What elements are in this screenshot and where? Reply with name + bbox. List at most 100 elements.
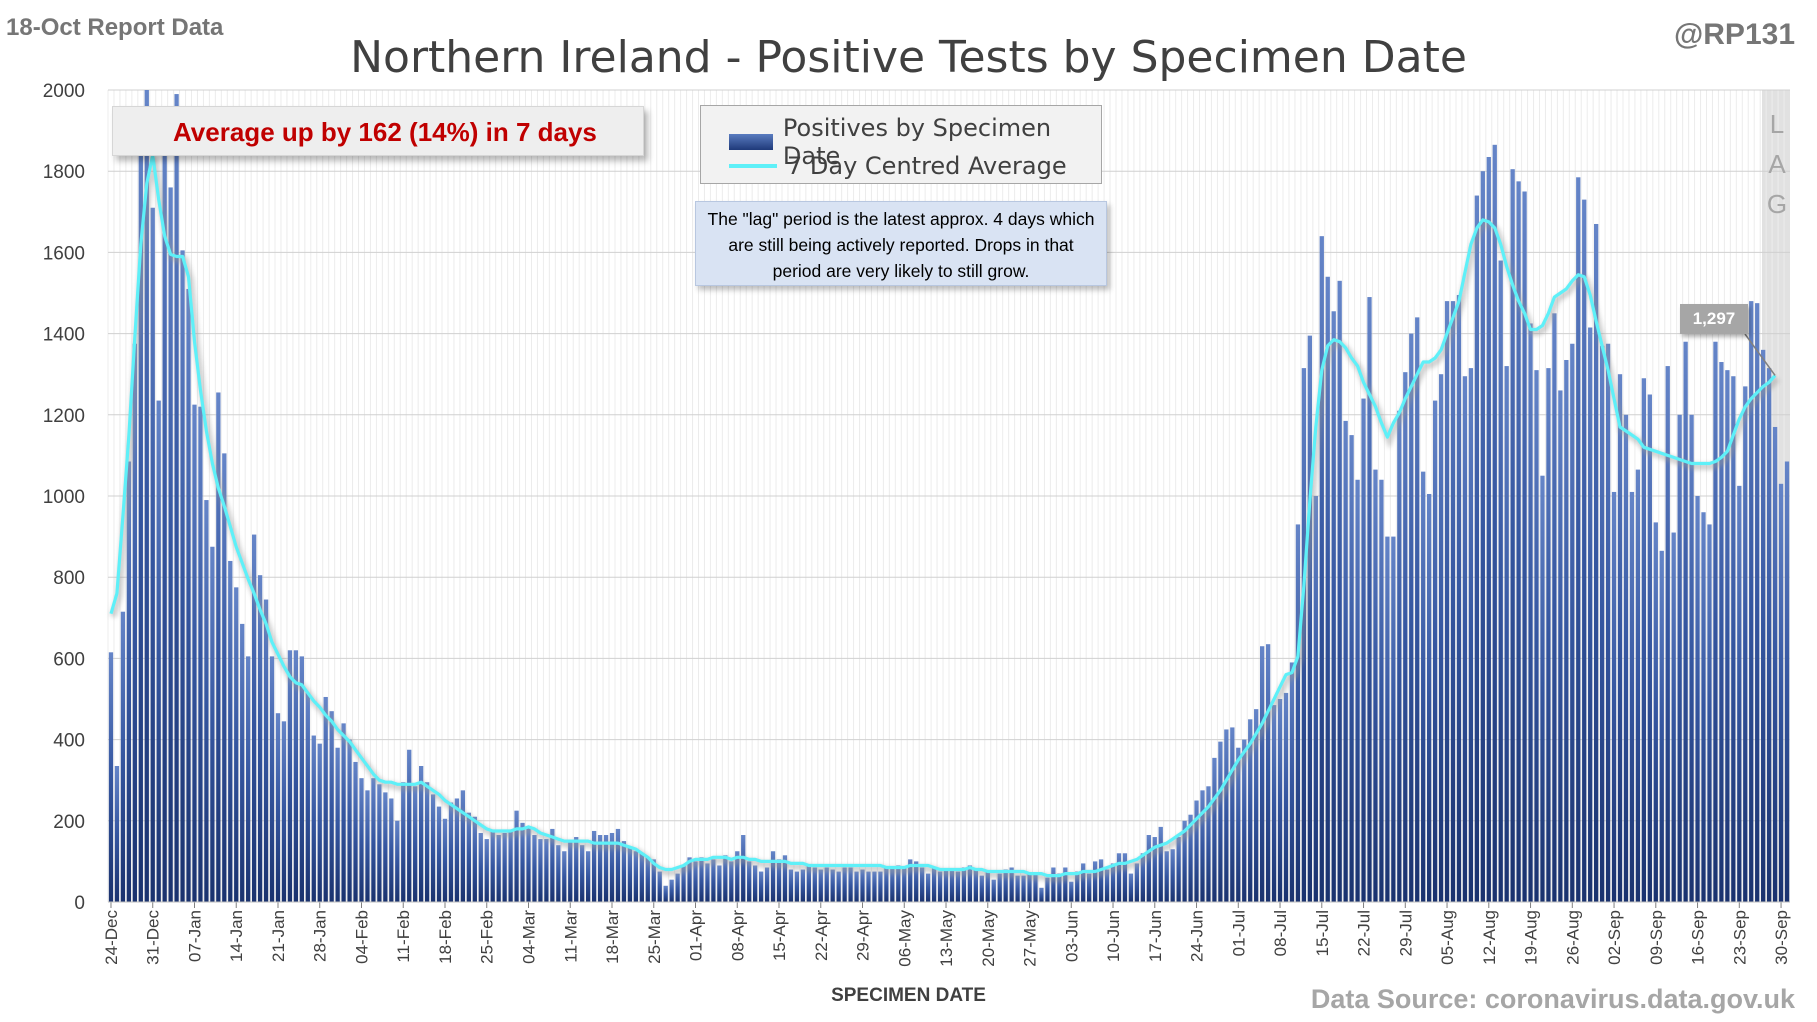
bar: [1254, 709, 1259, 902]
bar: [1283, 692, 1289, 902]
bar: [1683, 341, 1688, 903]
bar: [317, 743, 322, 902]
bar: [1218, 741, 1223, 902]
bar: [1397, 410, 1402, 902]
bar: [627, 847, 633, 902]
bar: [108, 652, 114, 902]
bar: [162, 126, 167, 903]
bar: [1570, 343, 1575, 902]
bar: [1128, 873, 1134, 902]
last-value-pointer: [1744, 333, 1776, 376]
lag-letter: L: [1769, 109, 1785, 139]
bar: [204, 500, 209, 902]
bar: [1564, 359, 1569, 902]
bar: [1713, 341, 1718, 903]
bar: [287, 650, 293, 902]
x-tick-label: 04-Mar: [520, 910, 539, 964]
author-handle: @RP131: [1674, 18, 1795, 51]
bar: [574, 837, 579, 902]
bar: [902, 867, 907, 902]
bar: [448, 802, 454, 902]
bar: [770, 851, 776, 902]
bar: [800, 869, 806, 902]
bar: [1611, 491, 1617, 902]
bar: [1391, 536, 1396, 902]
x-tick-label: 07-Oct: [1814, 910, 1817, 961]
y-tick-label: 1000: [43, 487, 85, 508]
bar: [1063, 867, 1068, 902]
bar: [371, 778, 376, 902]
bar: [705, 863, 710, 902]
bar: [156, 400, 161, 902]
bar: [114, 765, 120, 902]
bar: [1122, 853, 1128, 902]
bar: [1528, 323, 1533, 902]
x-tick-label: 18-Mar: [603, 910, 622, 964]
bar: [580, 845, 585, 902]
x-tick-label: 15-Jul: [1313, 910, 1332, 956]
bar: [1337, 280, 1342, 902]
bar: [1558, 390, 1563, 902]
bar: [848, 867, 853, 902]
y-tick-label: 800: [53, 568, 85, 589]
x-tick-label: 08-Jul: [1271, 910, 1290, 956]
bar: [1647, 394, 1652, 902]
bar: [675, 873, 680, 902]
bar: [1295, 524, 1301, 902]
bar: [1540, 475, 1545, 902]
bar: [347, 739, 352, 902]
bar: [776, 859, 782, 902]
bar: [1498, 260, 1503, 902]
bar: [1361, 398, 1366, 902]
x-tick-label: 11-Mar: [561, 910, 580, 963]
bar: [520, 822, 525, 902]
bar: [460, 790, 466, 902]
bar: [1755, 303, 1760, 902]
x-tick-label: 28-Jan: [311, 910, 330, 962]
bar: [269, 656, 275, 902]
bar: [1033, 873, 1038, 902]
bar: [1719, 362, 1724, 902]
x-tick-label: 15-Apr: [770, 910, 789, 961]
bar: [782, 855, 788, 902]
bar: [1027, 873, 1032, 902]
bar: [1665, 366, 1670, 903]
bar: [1450, 301, 1456, 902]
lag-letter: A: [1768, 149, 1786, 179]
bar: [305, 692, 310, 902]
bar: [1778, 483, 1784, 902]
bar: [1641, 378, 1647, 902]
bar: [1462, 376, 1468, 903]
bar: [1772, 426, 1778, 902]
bar: [1152, 837, 1157, 902]
bar: [532, 835, 537, 902]
bar: [1081, 863, 1086, 902]
bar: [389, 798, 394, 902]
legend-line-swatch: [729, 164, 777, 168]
bar: [1522, 191, 1527, 902]
bar: [1635, 469, 1641, 902]
bar: [1486, 156, 1491, 903]
bar: [1588, 327, 1593, 902]
bar: [651, 859, 656, 902]
legend-label-line: 7 Day Centred Average: [787, 152, 1067, 180]
bar: [896, 865, 901, 902]
bar: [1426, 493, 1432, 902]
bar: [997, 873, 1002, 902]
bar: [383, 792, 388, 902]
bar: [329, 711, 334, 902]
legend-item-line: 7 Day Centred Average: [729, 152, 1067, 180]
bar: [1492, 144, 1497, 902]
bar: [758, 871, 764, 902]
bar: [925, 873, 931, 902]
x-tick-label: 05-Aug: [1438, 910, 1457, 965]
y-tick-label: 1600: [43, 243, 85, 264]
bar: [1409, 333, 1414, 903]
bar: [741, 835, 746, 902]
x-axis-title: SPECIMEN DATE: [831, 985, 986, 1006]
bar: [884, 867, 889, 902]
x-tick-label: 25-Mar: [645, 910, 664, 964]
bar: [198, 406, 203, 902]
bar: [1617, 374, 1623, 902]
x-tick-label: 24-Jun: [1188, 910, 1207, 962]
